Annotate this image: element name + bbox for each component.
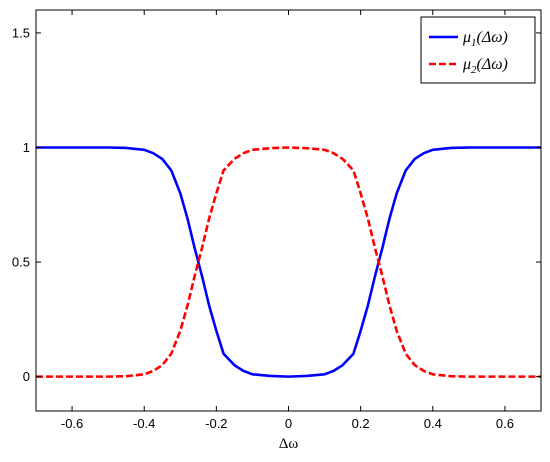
legend-label-1: μ1(Δω) <box>462 29 508 49</box>
axis-ticks: -0.6 -0.4 -0.2 0 0.2 0.4 0.6 0 0.5 1 1.5 <box>12 10 541 431</box>
x-tick-label: -0.4 <box>133 416 155 431</box>
x-tick-label: 0.4 <box>424 416 442 431</box>
legend-label-2: μ2(Δω) <box>462 56 508 76</box>
y-tick-label: 0 <box>23 369 30 384</box>
x-axis-label: Δω <box>279 436 299 452</box>
x-tick-label: 0 <box>285 416 292 431</box>
x-tick-label: -0.2 <box>205 416 227 431</box>
legend: μ1(Δω) μ2(Δω) <box>420 16 536 84</box>
series-line-1 <box>36 146 541 378</box>
x-tick-label: -0.6 <box>61 416 83 431</box>
x-tick-label: 0.6 <box>496 416 514 431</box>
y-tick-label: 1 <box>23 140 30 155</box>
y-tick-label: 1.5 <box>12 25 30 40</box>
series-line-2 <box>36 146 541 378</box>
y-tick-label: 0.5 <box>12 255 30 270</box>
legend-box <box>420 16 536 84</box>
plot-lines <box>36 146 541 378</box>
x-tick-label: 0.2 <box>352 416 370 431</box>
